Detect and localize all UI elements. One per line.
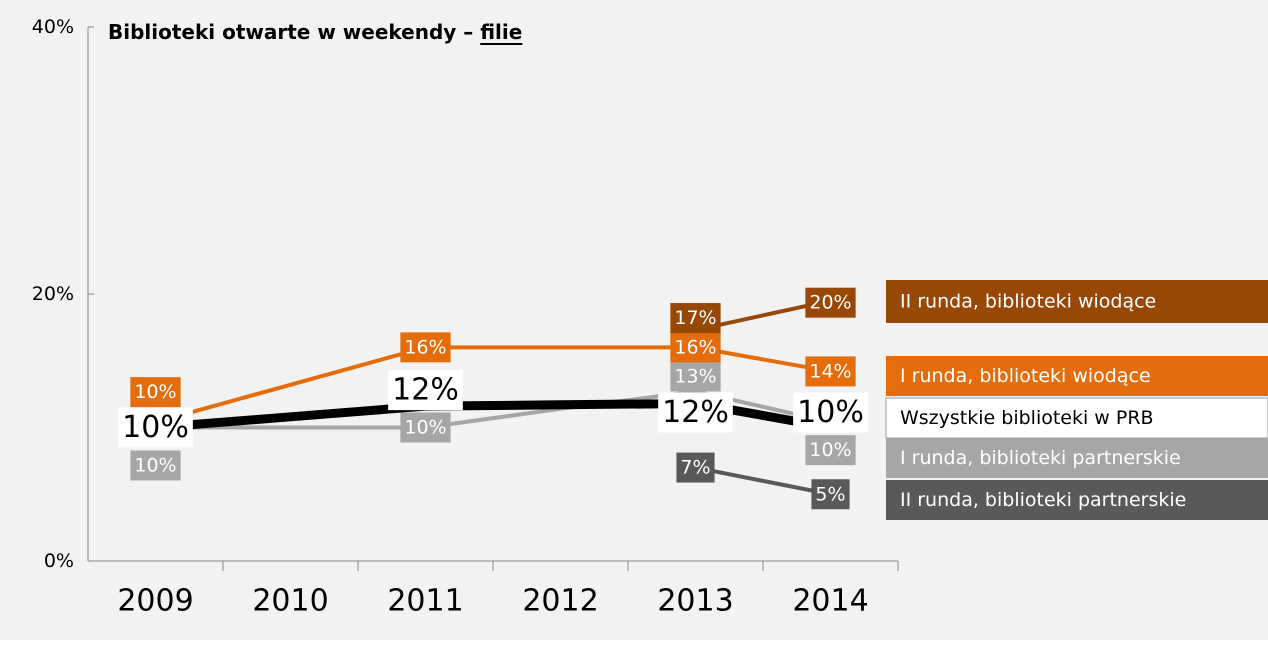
value-label-box bbox=[793, 392, 868, 433]
value-label: 12% bbox=[658, 392, 733, 433]
value-label-text: 10% bbox=[134, 455, 176, 477]
legend-label: I runda, biblioteki wiodące bbox=[900, 365, 1151, 387]
value-label: 16% bbox=[400, 332, 451, 363]
value-label-box bbox=[118, 407, 193, 448]
legend-box bbox=[886, 356, 1268, 396]
x-tick-label: 2010 bbox=[252, 584, 328, 619]
y-tick-label: 20% bbox=[32, 283, 74, 305]
y-tick-label: 40% bbox=[32, 16, 74, 38]
value-label-box bbox=[805, 356, 856, 387]
value-label-box bbox=[805, 435, 856, 466]
value-label-box bbox=[670, 332, 721, 363]
legend-label: Wszystkie biblioteki w PRB bbox=[900, 407, 1154, 429]
value-label-box bbox=[658, 392, 733, 433]
value-label-box bbox=[676, 452, 715, 483]
value-label: 13% bbox=[670, 361, 721, 392]
value-label: 10% bbox=[805, 435, 856, 466]
series-line bbox=[695, 465, 831, 497]
value-label: 10% bbox=[130, 377, 181, 408]
value-label: 20% bbox=[805, 287, 856, 318]
value-label-text: 7% bbox=[680, 457, 710, 479]
title-emphasis: filie bbox=[480, 20, 522, 44]
value-label: 5% bbox=[811, 479, 850, 510]
value-label-box bbox=[670, 361, 721, 392]
value-label: 10% bbox=[400, 412, 451, 443]
value-label: 10% bbox=[130, 450, 181, 481]
value-label-text: 17% bbox=[674, 307, 716, 329]
value-label-text: 10% bbox=[809, 439, 851, 461]
value-label-box bbox=[670, 303, 721, 334]
value-label: 10% bbox=[793, 392, 868, 433]
title-main: Biblioteki otwarte w weekendy – bbox=[108, 20, 473, 44]
value-label: 14% bbox=[805, 356, 856, 387]
value-label-text: 13% bbox=[674, 365, 716, 387]
value-label: 12% bbox=[388, 370, 463, 411]
value-label-box bbox=[805, 287, 856, 318]
value-label: 7% bbox=[676, 452, 715, 483]
legend-box bbox=[886, 480, 1268, 520]
y-tick-label: 0% bbox=[44, 550, 74, 572]
value-label-text: 16% bbox=[674, 336, 716, 358]
value-label: 16% bbox=[670, 332, 721, 363]
legend-box bbox=[886, 280, 1268, 323]
value-label-box bbox=[400, 412, 451, 443]
legend-box bbox=[886, 438, 1268, 478]
value-label-text: 14% bbox=[809, 360, 851, 382]
value-label-text: 10% bbox=[797, 395, 864, 430]
x-tick-label: 2012 bbox=[522, 584, 598, 619]
value-label-text: 10% bbox=[404, 417, 446, 439]
value-label-box bbox=[130, 377, 181, 408]
value-label-text: 16% bbox=[404, 336, 446, 358]
value-label-box bbox=[400, 332, 451, 363]
value-label-box bbox=[388, 370, 463, 411]
legend-label: II runda, biblioteki wiodące bbox=[900, 291, 1156, 313]
value-label-text: 10% bbox=[122, 410, 189, 445]
x-tick-label: 2013 bbox=[657, 584, 733, 619]
legend-label: I runda, biblioteki partnerskie bbox=[900, 447, 1181, 469]
value-label-text: 10% bbox=[134, 381, 176, 403]
value-label-text: 12% bbox=[392, 373, 459, 408]
value-label-text: 5% bbox=[815, 483, 845, 505]
value-label-box bbox=[811, 479, 850, 510]
value-label: 10% bbox=[118, 407, 193, 448]
x-tick-label: 2009 bbox=[117, 584, 193, 619]
value-label-text: 20% bbox=[809, 292, 851, 314]
value-label-text: 12% bbox=[662, 395, 729, 430]
value-label-box bbox=[130, 450, 181, 481]
chart-title: Biblioteki otwarte w weekendy – filie bbox=[108, 20, 522, 44]
value-label: 17% bbox=[670, 303, 721, 334]
x-tick-label: 2011 bbox=[387, 584, 463, 619]
x-tick-label: 2014 bbox=[792, 584, 868, 619]
legend-label: II runda, biblioteki partnerskie bbox=[900, 489, 1186, 511]
